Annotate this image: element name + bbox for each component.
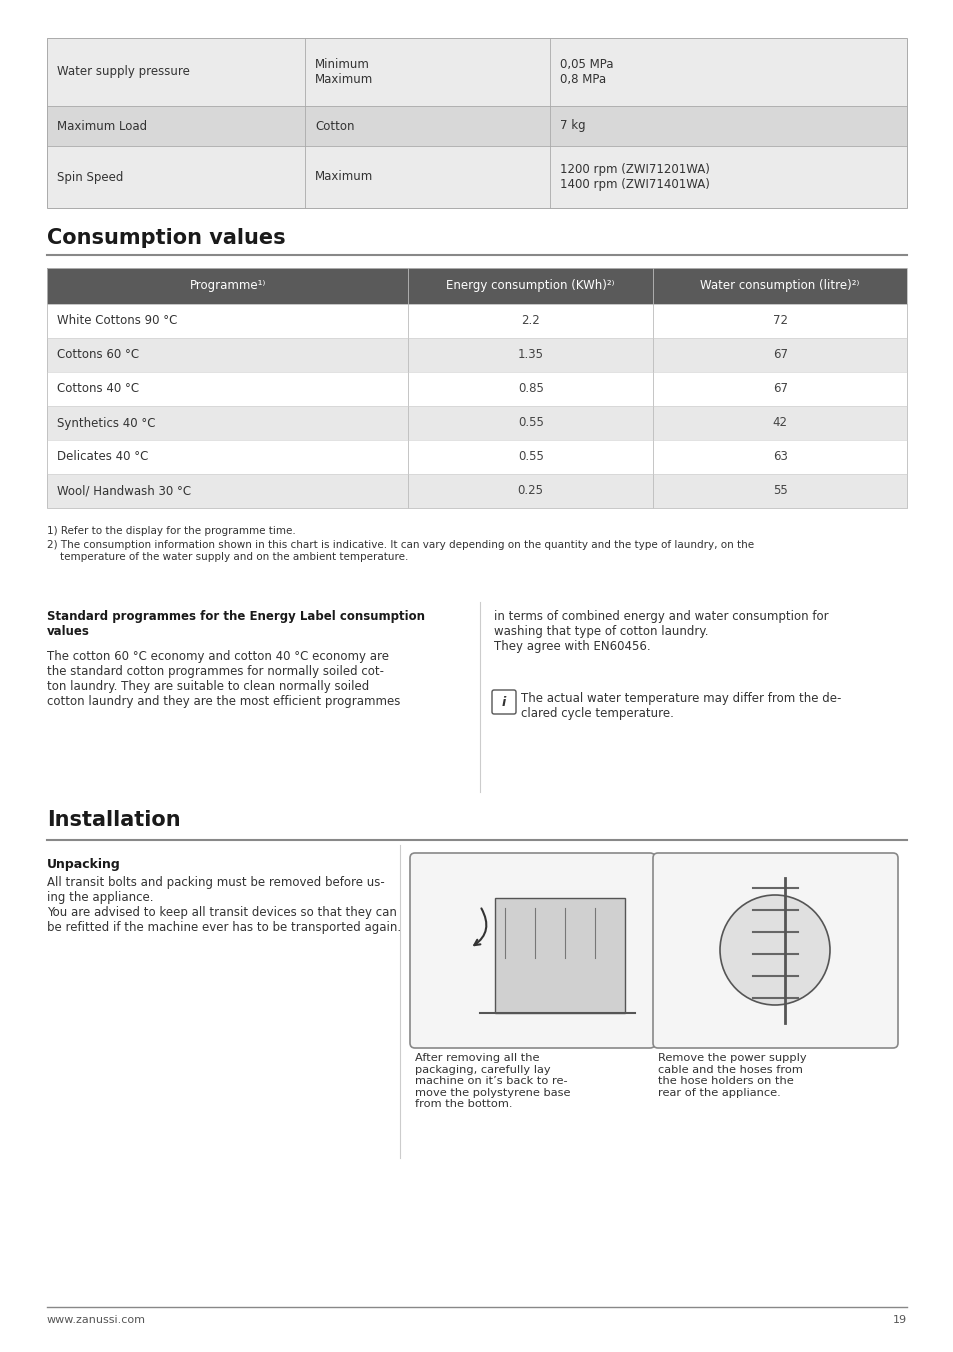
FancyBboxPatch shape (410, 853, 655, 1048)
Text: The cotton 60 °C economy and cotton 40 °C economy are
the standard cotton progra: The cotton 60 °C economy and cotton 40 °… (47, 650, 400, 708)
Text: Energy consumption (KWh)²⁾: Energy consumption (KWh)²⁾ (446, 280, 615, 292)
Text: 0.85: 0.85 (517, 383, 543, 396)
Bar (47, 338, 906, 372)
Bar (47, 439, 906, 475)
Text: temperature of the water supply and on the ambient temperature.: temperature of the water supply and on t… (47, 552, 408, 562)
Text: Consumption values: Consumption values (47, 228, 285, 247)
Text: Delicates 40 °C: Delicates 40 °C (57, 450, 149, 464)
Text: 2) The consumption information shown in this chart is indicative. It can vary de: 2) The consumption information shown in … (47, 539, 753, 550)
Text: 7 kg: 7 kg (559, 119, 585, 132)
Bar (47, 406, 906, 439)
Text: Water supply pressure: Water supply pressure (57, 65, 190, 78)
Text: Installation: Installation (47, 810, 180, 830)
Text: Cottons 60 °C: Cottons 60 °C (57, 349, 139, 361)
Text: Remove the power supply
cable and the hoses from
the hose holders on the
rear of: Remove the power supply cable and the ho… (658, 1053, 806, 1098)
Text: 1) Refer to the display for the programme time.: 1) Refer to the display for the programm… (47, 526, 295, 535)
Text: 2.2: 2.2 (521, 315, 539, 327)
Text: White Cottons 90 °C: White Cottons 90 °C (57, 315, 177, 327)
Bar (47, 268, 906, 508)
Text: 1200 rpm (ZWI71201WA)
1400 rpm (ZWI71401WA): 1200 rpm (ZWI71201WA) 1400 rpm (ZWI71401… (559, 164, 709, 191)
Polygon shape (495, 898, 624, 1013)
Text: Unpacking: Unpacking (47, 859, 121, 871)
Text: All transit bolts and packing must be removed before us-
ing the appliance.
You : All transit bolts and packing must be re… (47, 876, 400, 934)
Text: The actual water temperature may differ from the de-
clared cycle temperature.: The actual water temperature may differ … (520, 692, 841, 721)
Text: Programme¹⁾: Programme¹⁾ (190, 280, 266, 292)
Text: 0.25: 0.25 (517, 484, 543, 498)
Text: Maximum: Maximum (314, 170, 373, 184)
Text: 67: 67 (772, 349, 787, 361)
Text: Cottons 40 °C: Cottons 40 °C (57, 383, 139, 396)
Text: in terms of combined energy and water consumption for
washing that type of cotto: in terms of combined energy and water co… (494, 610, 828, 653)
Bar (47, 475, 906, 508)
Text: 0.55: 0.55 (517, 450, 543, 464)
Text: 1.35: 1.35 (517, 349, 543, 361)
Text: 67: 67 (772, 383, 787, 396)
Bar (47, 268, 906, 304)
Text: Synthetics 40 °C: Synthetics 40 °C (57, 416, 155, 430)
Text: www.zanussi.com: www.zanussi.com (47, 1315, 146, 1325)
Bar (47, 146, 906, 208)
Text: Standard programmes for the Energy Label consumption
values: Standard programmes for the Energy Label… (47, 610, 424, 638)
Bar (47, 38, 906, 208)
Text: Spin Speed: Spin Speed (57, 170, 123, 184)
Text: 42: 42 (772, 416, 787, 430)
FancyBboxPatch shape (492, 690, 516, 714)
Text: After removing all the
packaging, carefully lay
machine on it’s back to re-
move: After removing all the packaging, carefu… (415, 1053, 570, 1110)
FancyBboxPatch shape (652, 853, 897, 1048)
Text: 0,05 MPa
0,8 MPa: 0,05 MPa 0,8 MPa (559, 58, 613, 87)
Text: 19: 19 (892, 1315, 906, 1325)
Text: 72: 72 (772, 315, 787, 327)
Text: Wool/ Handwash 30 °C: Wool/ Handwash 30 °C (57, 484, 191, 498)
Circle shape (720, 895, 829, 1005)
Text: Cotton: Cotton (314, 119, 355, 132)
Bar (47, 304, 906, 338)
Text: 0.55: 0.55 (517, 416, 543, 430)
Text: Maximum Load: Maximum Load (57, 119, 147, 132)
Text: Water consumption (litre)²⁾: Water consumption (litre)²⁾ (700, 280, 859, 292)
Text: Minimum
Maximum: Minimum Maximum (314, 58, 373, 87)
Text: 55: 55 (772, 484, 786, 498)
Text: i: i (501, 695, 506, 708)
Text: 63: 63 (772, 450, 787, 464)
Bar (47, 372, 906, 406)
Bar (47, 38, 906, 105)
Bar (47, 105, 906, 146)
